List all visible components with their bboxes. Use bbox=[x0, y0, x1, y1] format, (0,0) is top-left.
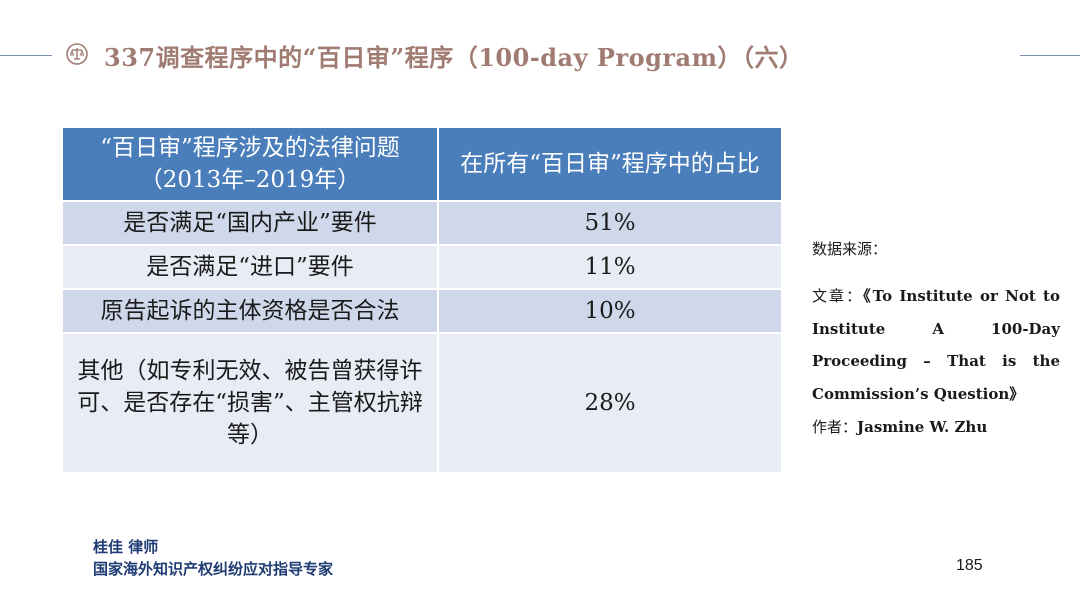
issue-cell: 是否满足“国内产业”要件 bbox=[61, 200, 439, 246]
presenter-name: 桂佳 律师 bbox=[93, 538, 159, 556]
header-rule-right bbox=[1020, 55, 1080, 56]
presenter-role: 国家海外知识产权纠纷应对指导专家 bbox=[93, 560, 334, 578]
share-cell: 10% bbox=[437, 288, 783, 334]
issue-cell: 是否满足“进口”要件 bbox=[61, 244, 439, 290]
source-author-name: Jasmine W. Zhu bbox=[857, 418, 988, 436]
source-article: 文章：《To Institute or Not to Institute A 1… bbox=[812, 280, 1060, 410]
source-heading: 数据来源： bbox=[812, 240, 888, 258]
source-author: 作者：Jasmine W. Zhu bbox=[812, 416, 987, 437]
table-row: 原告起诉的主体资格是否合法 10% bbox=[61, 288, 783, 334]
table-row: 是否满足“进口”要件 11% bbox=[61, 244, 783, 290]
page-number: 185 bbox=[956, 557, 983, 574]
table-row: 其他（如专利无效、被告曾获得许可、是否存在“损害”、主管权抗辩等） 28% bbox=[61, 332, 783, 474]
source-article-title: 《To Institute or Not to Institute A 100-… bbox=[812, 287, 1060, 403]
share-cell: 11% bbox=[437, 244, 783, 290]
slide-title: 337调查程序中的“百日审”程序（100-day Program）（六） bbox=[104, 43, 804, 72]
source-article-prefix: 文章： bbox=[812, 287, 864, 305]
column-header-share: 在所有“百日审”程序中的占比 bbox=[437, 126, 783, 202]
issue-cell: 其他（如专利无效、被告曾获得许可、是否存在“损害”、主管权抗辩等） bbox=[61, 332, 439, 474]
scales-badge-icon bbox=[66, 43, 88, 65]
table-row: 是否满足“国内产业”要件 51% bbox=[61, 200, 783, 246]
source-author-prefix: 作者： bbox=[812, 418, 858, 436]
share-cell: 51% bbox=[437, 200, 783, 246]
legal-issues-table: “百日审”程序涉及的法律问题（2013年–2019年） 在所有“百日审”程序中的… bbox=[61, 126, 783, 474]
table-header-row: “百日审”程序涉及的法律问题（2013年–2019年） 在所有“百日审”程序中的… bbox=[61, 126, 783, 202]
column-header-issue: “百日审”程序涉及的法律问题（2013年–2019年） bbox=[61, 126, 439, 202]
header-rule-left bbox=[0, 55, 52, 56]
issue-cell: 原告起诉的主体资格是否合法 bbox=[61, 288, 439, 334]
share-cell: 28% bbox=[437, 332, 783, 474]
